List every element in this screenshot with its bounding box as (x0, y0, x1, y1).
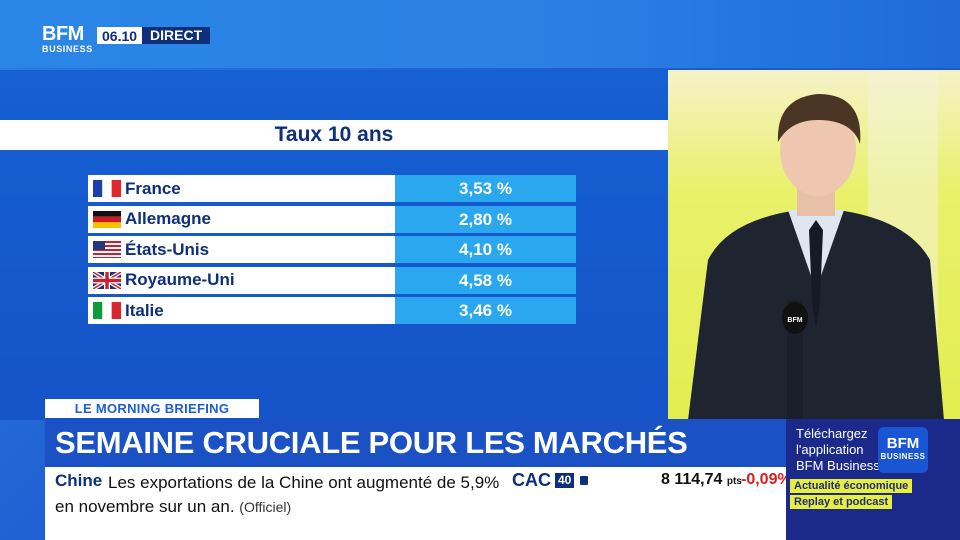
ticker-news: Les exportations de la Chine ont augment… (55, 473, 500, 516)
panel-title: Taux 10 ans (0, 120, 668, 150)
headline-banner: SEMAINE CRUCIALE POUR LES MARCHÉS FINANC… (45, 419, 786, 508)
rate-value: 3,46 % (395, 297, 576, 324)
bfm-app-logo: BFM BUSINESS (878, 427, 928, 473)
index-change: -0,09% (741, 471, 792, 488)
germany-flag-icon (93, 210, 121, 228)
program-tag: LE MORNING BRIEFING (45, 399, 259, 418)
svg-text:BFM: BFM (787, 317, 802, 324)
promo-pill-replay: Replay et podcast (790, 495, 893, 509)
presenter-figure: BFM (688, 94, 944, 420)
table-row: Allemagne 2,80 % (88, 205, 576, 233)
country-name: France (125, 178, 181, 198)
live-time-box: 06.10 DIRECT (97, 27, 211, 44)
index-label: CAC 40 (512, 467, 589, 493)
index-value: 8 114,74 pts (661, 471, 742, 488)
rate-value: 2,80 % (395, 205, 576, 233)
country-name: Allemagne (125, 209, 211, 228)
news-source: (Officiel) (239, 499, 292, 515)
top-bar: BFM BUSINESS 06.10 DIRECT (0, 0, 960, 68)
rate-value: 4,58 % (395, 266, 576, 294)
studio-camera-view: BFM (668, 70, 960, 420)
rate-value: 4,10 % (395, 236, 576, 263)
table-row: France 3,53 % (88, 175, 576, 202)
table-row: Italie 3,46 % (88, 297, 576, 324)
clock: 06.10 (102, 27, 138, 44)
france-flag-icon (93, 180, 121, 197)
country-name: États-Unis (125, 239, 210, 259)
bfm-business-logo: BFM BUSINESS (42, 23, 93, 54)
live-badge: DIRECT (142, 27, 211, 44)
italy-flag-icon (93, 302, 121, 319)
ticker-label: Chine (55, 471, 103, 490)
promo-pill-news: Actualité économique (790, 479, 913, 493)
rates-table: France 3,53 % Allemagne 2,80 % (88, 175, 576, 328)
table-row: Royaume-Uni 4,58 % (88, 266, 576, 294)
country-name: Italie (125, 300, 164, 320)
news-ticker: Chine Les exportations de la Chine ont a… (45, 467, 792, 540)
app-promo: Téléchargez l'application BFM Business B… (786, 419, 960, 540)
lock-icon (580, 475, 589, 485)
table-row: États-Unis 4,10 % (88, 236, 576, 263)
usa-flag-icon (93, 241, 121, 258)
country-name: Royaume-Uni (125, 270, 235, 289)
rate-value: 3,53 % (395, 175, 576, 202)
uk-flag-icon (93, 271, 121, 289)
